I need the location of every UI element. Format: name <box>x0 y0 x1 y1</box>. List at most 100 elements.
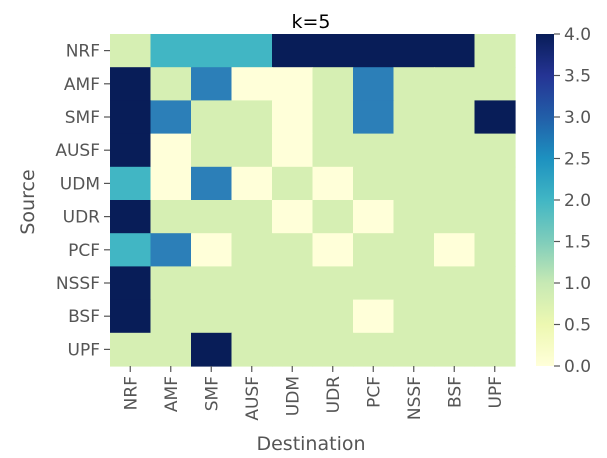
heatmap-cell <box>312 100 354 135</box>
heatmap-cell <box>312 332 354 367</box>
heatmap-cell <box>150 266 192 301</box>
y-tick-label: UDR <box>63 208 101 228</box>
chart-title: k=5 <box>291 11 330 33</box>
heatmap-cell <box>272 133 314 168</box>
heatmap-cell <box>353 266 395 301</box>
heatmap-cell <box>474 67 516 101</box>
colorbar-tick-label: 0.0 <box>564 357 591 377</box>
heatmap-cell <box>231 166 273 201</box>
heatmap-cell <box>150 233 192 267</box>
x-tick-label: UDR <box>324 376 344 414</box>
y-tick-label: NRF <box>66 42 100 62</box>
heatmap-cell <box>231 332 273 367</box>
heatmap-cell <box>150 332 192 367</box>
heatmap-cell <box>191 266 233 301</box>
x-tick-label: AUSF <box>243 376 263 421</box>
heatmap-cell <box>150 166 192 201</box>
heatmap-cell <box>231 299 273 334</box>
heatmap-cell <box>191 67 233 101</box>
heatmap-cell <box>393 166 435 201</box>
heatmap-cell <box>150 133 192 168</box>
heatmap-cell <box>434 266 476 301</box>
heatmap-cell <box>393 200 435 234</box>
heatmap-cell <box>434 233 476 267</box>
y-tick-label: NSSF <box>56 274 100 294</box>
heatmap-cell <box>353 100 395 135</box>
heatmap-cell <box>312 34 354 68</box>
colorbar-tick-label: 1.0 <box>564 274 591 294</box>
heatmap-cell <box>393 100 435 135</box>
y-tick-label: AUSF <box>55 141 100 161</box>
heatmap-cell <box>434 200 476 234</box>
x-axis-ticks: NRF AMF SMF AUSF UDM UDR PCF NSSF BSF UPF <box>121 366 506 421</box>
heatmap-cell <box>393 133 435 168</box>
heatmap-cell <box>393 34 435 68</box>
heatmap-cell <box>110 100 152 135</box>
heatmap-cell <box>434 166 476 201</box>
heatmap-cell <box>312 166 354 201</box>
heatmap-cell <box>434 34 476 68</box>
heatmap-cell <box>474 34 516 68</box>
colorbar <box>536 34 554 366</box>
x-tick-label: NRF <box>121 376 141 410</box>
heatmap-cell <box>272 34 314 68</box>
heatmap-cell <box>353 299 395 334</box>
heatmap-cell <box>191 200 233 234</box>
x-tick-label: AMF <box>162 376 182 412</box>
heatmap-cell <box>272 299 314 334</box>
heatmap-cell <box>474 299 516 334</box>
heatmap-cell <box>434 133 476 168</box>
x-tick-label: UPF <box>486 376 506 408</box>
x-tick-label: SMF <box>202 376 222 411</box>
heatmap-cell <box>353 233 395 267</box>
heatmap-cell <box>272 266 314 301</box>
heatmap-cell <box>231 100 273 135</box>
x-tick-label: PCF <box>364 376 384 408</box>
heatmap-cell <box>191 233 233 267</box>
heatmap-cell <box>191 133 233 168</box>
heatmap-cell <box>150 100 192 135</box>
heatmap-cell <box>434 100 476 135</box>
heatmap-cell <box>110 67 152 101</box>
y-tick-label: BSF <box>68 307 100 327</box>
y-tick-label: PCF <box>68 241 100 261</box>
heatmap-cell <box>353 67 395 101</box>
heatmap-cell <box>312 233 354 267</box>
heatmap-cells <box>110 34 516 367</box>
heatmap-cell <box>393 299 435 334</box>
y-axis-ticks: NRF AMF SMF AUSF UDM UDR PCF NSSF BSF UPF <box>55 42 110 360</box>
heatmap-cell <box>474 266 516 301</box>
heatmap-cell <box>474 100 516 135</box>
heatmap-cell <box>272 100 314 135</box>
heatmap-cell <box>353 332 395 367</box>
colorbar-tick-label: 1.5 <box>564 233 591 253</box>
heatmap-cell <box>191 332 233 367</box>
heatmap-cell <box>110 266 152 301</box>
heatmap-cell <box>393 266 435 301</box>
heatmap-cell <box>353 34 395 68</box>
heatmap-cell <box>110 332 152 367</box>
heatmap-cell <box>353 200 395 234</box>
x-tick-label: UDM <box>283 376 303 416</box>
colorbar-tick-label: 4.0 <box>564 25 591 45</box>
heatmap-cell <box>110 299 152 334</box>
heatmap-cell <box>110 166 152 201</box>
heatmap-cell <box>312 266 354 301</box>
y-tick-label: UPF <box>68 340 100 360</box>
heatmap-cell <box>150 34 192 68</box>
y-tick-label: UDM <box>60 174 100 194</box>
y-tick-label: SMF <box>65 108 100 128</box>
heatmap-cell <box>150 200 192 234</box>
heatmap-cell <box>191 299 233 334</box>
heatmap-cell <box>393 67 435 101</box>
heatmap-cell <box>231 233 273 267</box>
heatmap-cell <box>353 166 395 201</box>
heatmap-cell <box>272 233 314 267</box>
heatmap-cell <box>393 332 435 367</box>
colorbar-ticks: 0.0 0.5 1.0 1.5 2.0 2.5 3.0 3.5 4.0 <box>554 25 591 377</box>
heatmap-cell <box>312 299 354 334</box>
heatmap-cell <box>474 200 516 234</box>
heatmap-cell <box>231 133 273 168</box>
heatmap-cell <box>474 332 516 367</box>
heatmap-cell <box>353 133 395 168</box>
